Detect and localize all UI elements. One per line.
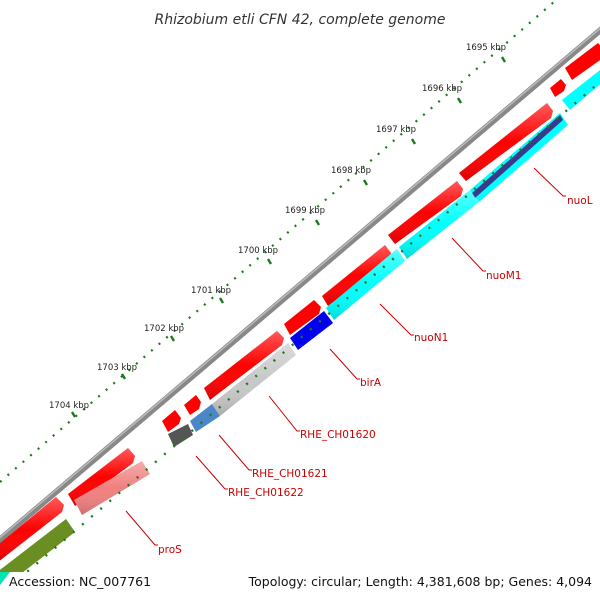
ruler-label: 1696 kbp bbox=[422, 84, 462, 94]
genome-backbone bbox=[0, 26, 600, 544]
ruler-major-tick bbox=[456, 97, 463, 104]
leader-line-bira bbox=[329, 348, 360, 380]
ruler-major-tick bbox=[70, 411, 77, 418]
ruler-major-tick bbox=[410, 138, 417, 145]
cds-arrow[interactable] bbox=[284, 300, 321, 335]
gene-label-nuon1[interactable]: nuoN1 bbox=[414, 332, 448, 344]
ruler-label: 1695 kbp bbox=[466, 43, 506, 53]
accession-text: Accession: NC_007761 bbox=[9, 574, 151, 589]
gene-track-shading bbox=[74, 190, 479, 515]
ruler-major-tick bbox=[362, 179, 369, 186]
ruler-label: 1704 kbp bbox=[49, 401, 89, 411]
leader-lines bbox=[125, 167, 566, 546]
gene-label-rhe-ch01621[interactable]: RHE_CH01621 bbox=[252, 468, 328, 480]
ruler-label: 1698 kbp bbox=[331, 166, 371, 176]
gene-label-rhe-ch01620[interactable]: RHE_CH01620 bbox=[300, 429, 376, 441]
leader-line-rhe-ch01620 bbox=[268, 395, 300, 432]
gene-label-nuom1[interactable]: nuoM1 bbox=[486, 270, 521, 282]
ruler: 1695 kbp 1696 kbp 1697 kbp 1698 kbp 1699… bbox=[49, 43, 507, 418]
ruler-major-tick bbox=[169, 335, 176, 342]
cds-arrow[interactable] bbox=[162, 410, 181, 432]
leader-line-pros bbox=[125, 510, 158, 546]
ruler-major-tick bbox=[266, 258, 273, 265]
cds-arrow[interactable] bbox=[184, 395, 201, 415]
forward-cds-shading bbox=[0, 103, 553, 561]
gene-label-rhe-ch01622[interactable]: RHE_CH01622 bbox=[228, 487, 304, 499]
gene-label-bira[interactable]: birA bbox=[360, 377, 382, 389]
ruler-major-tick bbox=[120, 373, 127, 380]
leader-line-nuol bbox=[533, 167, 566, 197]
map-title: Rhizobium etli CFN 42, complete genome bbox=[155, 12, 446, 28]
ruler-label: 1702 kbp bbox=[144, 324, 184, 334]
gene-label-nuol[interactable]: nuoL bbox=[567, 195, 593, 207]
gene-bar[interactable] bbox=[562, 70, 600, 110]
leader-line-nuon1 bbox=[379, 303, 414, 336]
gene-track bbox=[0, 70, 600, 600]
ruler-major-tick bbox=[218, 297, 225, 304]
gene-labels: nuoL nuoM1 nuoN1 birA RHE_CH01620 RHE_CH… bbox=[158, 195, 593, 556]
ruler-dots-outer bbox=[0, 0, 558, 483]
gene-label-pros[interactable]: proS bbox=[158, 544, 182, 556]
gene-teal-corner bbox=[0, 572, 10, 585]
gene-bar[interactable] bbox=[190, 404, 220, 432]
genome-backbone-highlight bbox=[0, 27, 600, 539]
gene-bar[interactable] bbox=[168, 424, 193, 447]
genome-summary-text: Topology: circular; Length: 4,381,608 bp… bbox=[248, 574, 592, 589]
gene-bar[interactable] bbox=[290, 311, 333, 350]
ruler-label: 1701 kbp bbox=[191, 286, 231, 296]
cds-arrow[interactable] bbox=[550, 79, 566, 97]
leader-line-rhe-ch01622 bbox=[195, 455, 228, 490]
ruler-label: 1699 kbp bbox=[285, 206, 325, 216]
ruler-label: 1700 kbp bbox=[238, 246, 278, 256]
ruler-label: 1697 kbp bbox=[376, 125, 416, 135]
gene-bar[interactable] bbox=[472, 115, 563, 198]
ruler-major-tick bbox=[314, 219, 321, 226]
cds-arrow[interactable] bbox=[565, 43, 600, 80]
leader-line-nuom1 bbox=[451, 237, 486, 272]
ruler-label: 1703 kbp bbox=[97, 363, 137, 373]
leader-line-rhe-ch01621 bbox=[218, 434, 252, 471]
ruler-major-tick bbox=[500, 56, 507, 63]
footer-background bbox=[0, 572, 600, 600]
